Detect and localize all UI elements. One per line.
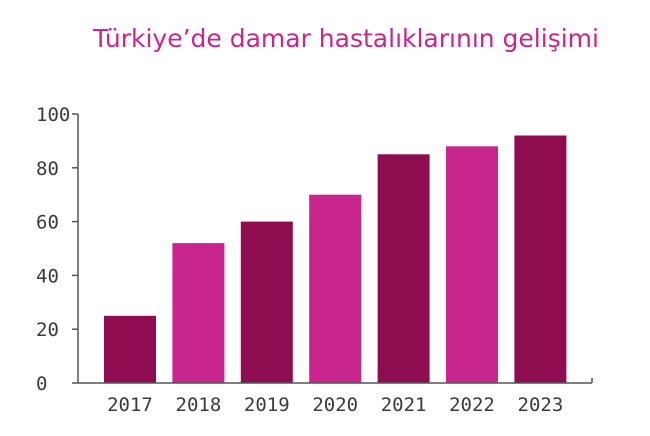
bar-2018	[172, 243, 225, 383]
bar-2020	[309, 194, 362, 383]
bar-2021	[377, 154, 430, 383]
y-tick-label: 60	[36, 212, 59, 234]
x-tick-label: 2019	[244, 394, 290, 416]
bar-2022	[446, 146, 498, 383]
bar-2017	[104, 315, 156, 384]
x-tick-label: 2017	[107, 394, 153, 416]
bar-2023	[514, 135, 567, 383]
x-tick-label: 2022	[449, 394, 495, 416]
x-tick-label: 2020	[312, 394, 358, 416]
y-tick-label: 0	[36, 373, 47, 395]
y-tick-label: 80	[36, 158, 59, 180]
y-tick-label: 40	[36, 265, 59, 287]
y-axis: 0 20 40 60 80 100	[36, 104, 79, 395]
y-tick-label: 100	[36, 104, 70, 126]
x-axis: 2017 2018 2019 2020 2021 2022 2023	[78, 378, 593, 416]
chart-title: Türkiye’de damar hastalıklarının gelişim…	[93, 24, 599, 53]
bar-2019	[240, 221, 293, 383]
x-tick-label: 2023	[518, 394, 564, 416]
y-tick-label: 20	[36, 319, 59, 341]
x-tick-label: 2018	[176, 394, 222, 416]
x-tick-label: 2021	[381, 394, 427, 416]
bars-group	[104, 135, 567, 384]
